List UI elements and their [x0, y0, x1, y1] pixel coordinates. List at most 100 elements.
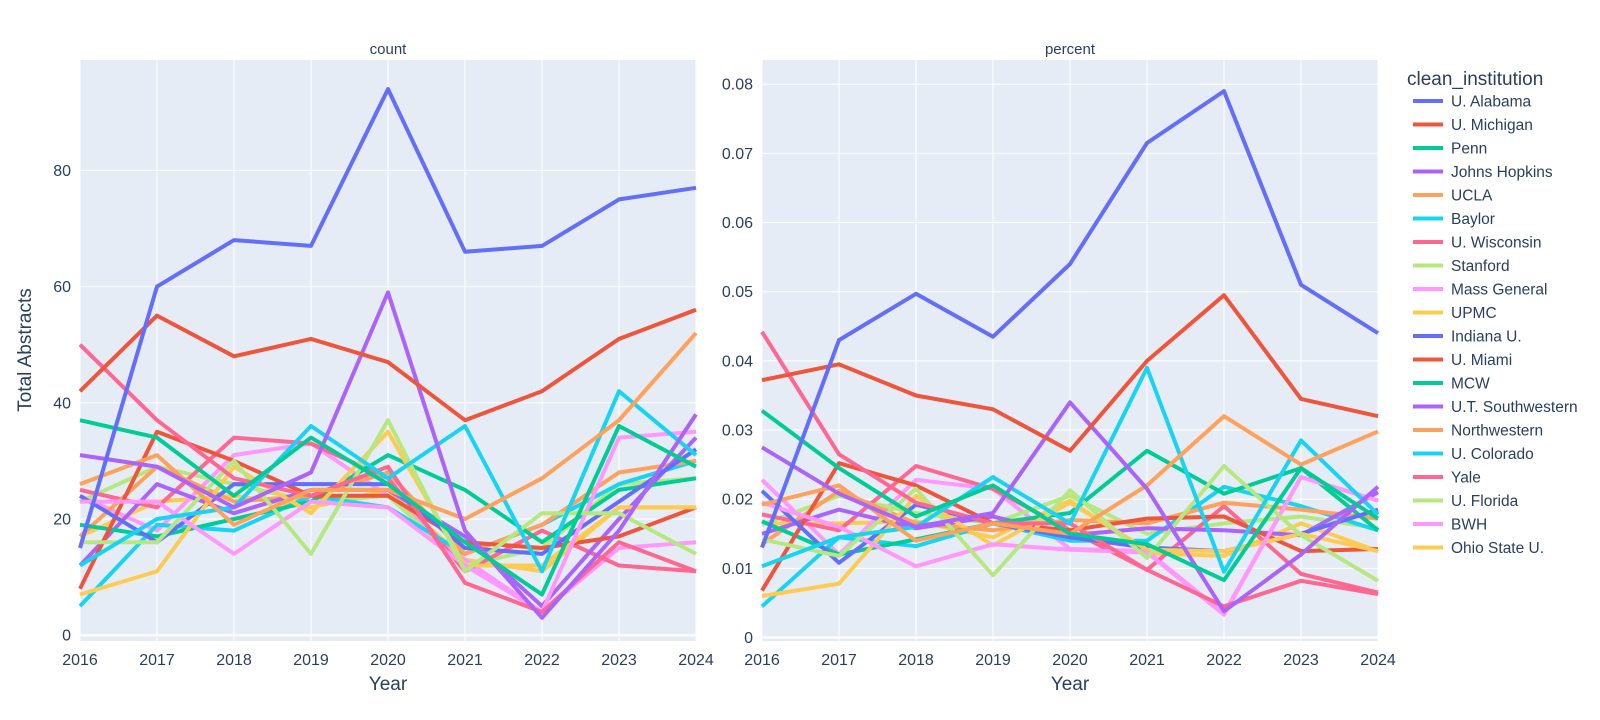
count-y-tick-label: 40: [53, 395, 71, 412]
legend-label: Ohio State U.: [1451, 540, 1544, 557]
legend-label: U. Florida: [1451, 493, 1519, 510]
count-series-line-u-michigan: [78, 307, 697, 423]
legend-item-stanford[interactable]: Stanford: [1413, 258, 1510, 275]
legend-item-u-alabama[interactable]: U. Alabama: [1413, 94, 1532, 111]
percent-y-tick-label: 0.06: [722, 215, 753, 232]
legend-label: U.T. Southwestern: [1451, 399, 1578, 416]
count-panel-title: count: [370, 41, 408, 58]
count-x-tick-label: 2020: [370, 652, 406, 669]
legend-label: Indiana U.: [1451, 329, 1522, 346]
percent-series-line-johns-hopkins: [760, 400, 1380, 614]
count-series-line-mcw: [79, 453, 697, 545]
legend-label: Stanford: [1451, 258, 1510, 275]
percent-series-line-penn: [760, 409, 1380, 583]
legend-item-johns-hopkins[interactable]: Johns Hopkins: [1413, 164, 1553, 181]
legend-label: Penn: [1451, 141, 1487, 158]
count-series-line-upmc: [79, 429, 696, 597]
y-axis-title: Total Abstracts: [15, 288, 36, 412]
legend-item-u-wisconsin[interactable]: U. Wisconsin: [1413, 235, 1541, 252]
percent-x-tick-label: 2022: [1206, 652, 1242, 669]
percent-series-line-upmc: [761, 493, 1379, 598]
legend-label: U. Miami: [1451, 352, 1512, 369]
legend-item-u-t-southwestern[interactable]: U.T. Southwestern: [1413, 399, 1578, 416]
count-x-tick-label: 2022: [524, 652, 560, 669]
legend-item-mcw[interactable]: MCW: [1413, 376, 1490, 393]
legend-label: U. Colorado: [1451, 446, 1534, 463]
percent-y-tick-label: 0.08: [722, 77, 753, 94]
percent-y-ticks: 0 0.01 0.02 0.03 0.04 0.05 0.06 0.07 0.08: [722, 77, 753, 647]
legend-item-penn[interactable]: Penn: [1413, 141, 1487, 158]
count-series-line-baylor: [78, 389, 698, 574]
count-x-tick-label: 2021: [447, 652, 483, 669]
legend-item-ucla[interactable]: UCLA: [1413, 188, 1493, 205]
count-x-tick-label: 2018: [216, 652, 252, 669]
legend-label: Baylor: [1451, 211, 1495, 228]
count-x-tick-label: 2024: [678, 652, 714, 669]
count-y-ticks: 0 20 40 60 80: [53, 163, 71, 645]
legend-label: MCW: [1451, 376, 1490, 393]
legend-item-u-miami[interactable]: U. Miami: [1413, 352, 1512, 369]
legend-label: UPMC: [1451, 305, 1497, 322]
count-y-tick-label: 60: [53, 279, 71, 296]
percent-series-line-u-alabama: [760, 89, 1380, 549]
percent-series-line-u-michigan: [761, 293, 1379, 453]
percent-series-line-baylor: [761, 365, 1380, 574]
legend-label: Johns Hopkins: [1451, 164, 1553, 181]
count-x-ticks: 2016 2017 2018 2019 2020 2021 2022 2023 2024: [62, 652, 714, 669]
legend-item-u-michigan[interactable]: U. Michigan: [1413, 117, 1533, 134]
percent-x-tick-label: 2023: [1283, 652, 1319, 669]
count-x-axis-title: Year: [369, 674, 408, 695]
count-series-line-penn: [79, 418, 697, 597]
percent-y-tick-label: 0.07: [722, 146, 753, 163]
percent-series-line-mcw: [761, 448, 1380, 557]
legend-item-ohio-state-u[interactable]: Ohio State U.: [1413, 540, 1544, 557]
percent-x-tick-label: 2019: [975, 652, 1011, 669]
legend-item-baylor[interactable]: Baylor: [1413, 211, 1495, 228]
percent-x-tick-label: 2016: [744, 652, 780, 669]
legend-item-yale[interactable]: Yale: [1413, 470, 1481, 487]
count-x-tick-label: 2019: [293, 652, 329, 669]
legend-item-u-florida[interactable]: U. Florida: [1413, 493, 1519, 510]
percent-x-tick-label: 2024: [1360, 652, 1396, 669]
count-lines: [78, 87, 698, 620]
percent-series-line-mass-general: [761, 475, 1379, 617]
count-series-line-johns-hopkins: [79, 290, 698, 620]
count-x-tick-label: 2016: [62, 652, 98, 669]
legend-item-upmc[interactable]: UPMC: [1413, 305, 1497, 322]
legend-item-indiana-u[interactable]: Indiana U.: [1413, 329, 1522, 346]
count-series-line-u-wisconsin: [78, 343, 697, 614]
percent-x-tick-label: 2021: [1129, 652, 1165, 669]
count-y-tick-label: 0: [62, 628, 71, 645]
percent-panel-title: percent: [1045, 41, 1096, 58]
legend-label: Yale: [1451, 470, 1481, 487]
count-series-line-mass-general: [80, 429, 697, 614]
legend-label: UCLA: [1451, 188, 1493, 205]
percent-y-tick-label: 0.02: [722, 492, 753, 509]
percent-x-tick-label: 2017: [821, 652, 857, 669]
percent-y-tick-label: 0.04: [722, 353, 753, 370]
percent-y-tick-label: 0: [744, 630, 753, 647]
legend: clean_institution U. Alabama U. Michigan P…: [1407, 69, 1578, 557]
percent-x-ticks: 2016 2017 2018 2019 2020 2021 2022 2023 2024: [744, 652, 1396, 669]
percent-panel: 00.010.020.030.040.050.060.070.08 2016 20…: [722, 41, 1396, 695]
legend-label: U. Wisconsin: [1451, 235, 1541, 252]
count-y-tick-label: 20: [53, 511, 71, 528]
percent-y-tick-label: 0.05: [722, 284, 753, 301]
legend-label: Mass General: [1451, 282, 1547, 299]
percent-lines: [760, 89, 1380, 617]
legend-title: clean_institution: [1407, 69, 1543, 90]
legend-item-northwestern[interactable]: Northwestern: [1413, 423, 1543, 440]
legend-label: BWH: [1451, 517, 1487, 534]
count-x-tick-label: 2023: [601, 652, 637, 669]
legend-item-u-colorado[interactable]: U. Colorado: [1413, 446, 1534, 463]
count-y-tick-label: 80: [53, 163, 71, 180]
percent-x-axis-title: Year: [1051, 674, 1090, 695]
count-x-tick-label: 2017: [139, 652, 175, 669]
legend-label: U. Michigan: [1451, 117, 1533, 134]
legend-item-bwh[interactable]: BWH: [1413, 517, 1487, 534]
legend-item-mass-general[interactable]: Mass General: [1413, 282, 1547, 299]
count-series-line-u-alabama: [78, 87, 697, 549]
legend-label: Northwestern: [1451, 423, 1543, 440]
